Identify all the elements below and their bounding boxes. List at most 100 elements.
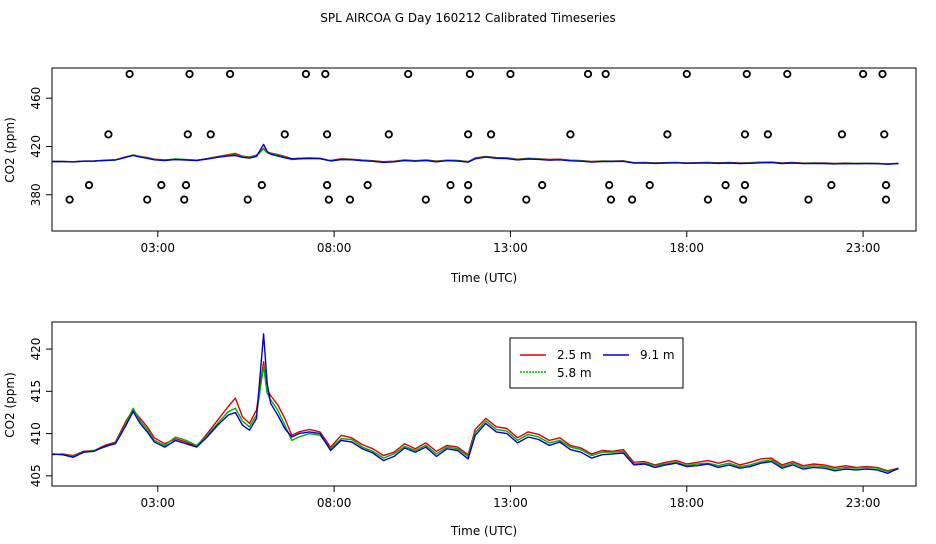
top-marker-point — [345, 195, 355, 204]
top-ytick-label: 420 — [29, 135, 43, 158]
bottom-xtick-label: 03:00 — [140, 496, 175, 510]
top-marker-point — [837, 130, 847, 139]
top-series-2.5m — [51, 147, 899, 165]
top-marker-point — [628, 195, 637, 204]
top-marker-point — [859, 69, 868, 79]
top-marker-point — [280, 130, 289, 139]
bottom-ytick-label: 415 — [29, 380, 43, 403]
top-marker-point — [183, 130, 192, 139]
bottom-ytick-label: 410 — [29, 422, 43, 445]
bottom-plot-frame — [51, 321, 917, 487]
top-ytick-label: 460 — [29, 87, 43, 110]
bottom-series-9.1m — [51, 333, 899, 474]
bottom-xtick-label: 08:00 — [317, 496, 352, 510]
bottom-ytick-label: 405 — [29, 464, 43, 487]
top-marker-point — [464, 181, 473, 190]
top-axes: 03:00 08:00 13:00 18:00 23:00 380 420 460 — [29, 87, 880, 255]
top-marker-point — [225, 69, 235, 79]
top-marker-point — [506, 69, 515, 79]
top-marker-point — [465, 69, 474, 79]
legend: 2.5 m 5.8 m 9.1 m — [509, 337, 684, 389]
top-marker-point — [601, 69, 610, 79]
bottom-series-2.5m — [51, 361, 899, 472]
legend-label-5.8m: 5.8 m — [557, 366, 592, 380]
top-marker-point — [321, 69, 330, 79]
top-marker-point — [104, 130, 113, 139]
top-xtick-label: 08:00 — [317, 241, 352, 255]
bottom-axes: 03:00 08:00 13:00 18:00 23:00 405 410 415 420 — [29, 338, 880, 510]
top-marker-point — [742, 69, 751, 79]
top-marker-point — [322, 181, 332, 190]
top-marker-point — [878, 69, 887, 79]
bottom-xtick-label: 18:00 — [669, 496, 704, 510]
top-series-5.8m — [51, 148, 899, 165]
top-marker-point — [682, 69, 691, 79]
top-marker-point — [783, 69, 792, 79]
bottom-xtick-label: 23:00 — [846, 496, 881, 510]
top-marker-point — [663, 130, 672, 139]
top-marker-point — [324, 195, 333, 204]
top-marker-point — [486, 130, 496, 139]
top-marks — [51, 69, 899, 204]
top-marker-point — [84, 181, 94, 190]
top-marker-point — [243, 195, 252, 204]
top-series-9.1m — [51, 143, 899, 165]
top-marker-point — [301, 69, 311, 79]
top-marker-point — [880, 130, 889, 139]
top-xtick-label: 18:00 — [669, 241, 704, 255]
legend-box — [509, 337, 684, 389]
top-ylabel: CO2 (ppm) — [3, 117, 17, 183]
top-marker-point — [257, 181, 266, 190]
top-marker-point — [827, 181, 836, 190]
top-marker-point — [881, 181, 891, 190]
top-marker-point — [384, 130, 393, 139]
top-marker-point — [804, 195, 813, 204]
top-marker-point — [522, 195, 531, 204]
top-xlabel: Time (UTC) — [450, 271, 517, 285]
bottom-xtick-label: 13:00 — [493, 496, 528, 510]
top-marker-point — [404, 69, 413, 79]
top-marker-point — [464, 130, 473, 139]
top-marker-point — [703, 195, 713, 204]
top-marker-point — [645, 181, 654, 190]
top-marker-point — [740, 130, 750, 139]
top-marker-point — [180, 195, 189, 204]
bottom-ytick-label: 420 — [29, 338, 43, 361]
top-marker-point — [464, 195, 473, 204]
top-marker-point — [322, 130, 332, 139]
top-marker-point — [605, 181, 614, 190]
bottom-series-5.8m — [51, 365, 899, 473]
legend-label-2.5m: 2.5 m — [557, 348, 592, 362]
top-marker-point — [566, 130, 575, 139]
top-marker-point — [721, 181, 730, 190]
figure-title: SPL AIRCOA G Day 160212 Calibrated Times… — [320, 11, 615, 25]
top-marker-point — [185, 69, 194, 79]
top-marker-point — [363, 181, 372, 190]
top-xtick-label: 13:00 — [493, 241, 528, 255]
top-marker-point — [881, 195, 891, 204]
top-marker-point — [421, 195, 430, 204]
top-marker-point — [740, 181, 750, 190]
top-marker-point — [181, 181, 191, 190]
top-ytick-label: 380 — [29, 183, 43, 206]
bottom-ylabel: CO2 (ppm) — [3, 372, 17, 438]
top-marker-point — [739, 195, 748, 204]
top-marker-point — [65, 195, 74, 204]
top-xtick-label: 03:00 — [140, 241, 175, 255]
legend-label-9.1m: 9.1 m — [640, 348, 675, 362]
top-marker-point — [206, 130, 215, 139]
bottom-xlabel: Time (UTC) — [450, 524, 517, 538]
top-marker-point — [157, 181, 166, 190]
top-marker-point — [538, 181, 547, 190]
top-plot-frame — [51, 67, 917, 232]
top-marker-point — [583, 69, 593, 79]
top-marker-point — [143, 195, 152, 204]
bottom-marks — [51, 333, 899, 474]
top-marker-point — [763, 130, 772, 139]
top-marker-point — [606, 195, 616, 204]
top-xtick-label: 23:00 — [846, 241, 881, 255]
top-marker-point — [446, 181, 455, 190]
top-marker-point — [125, 69, 134, 79]
